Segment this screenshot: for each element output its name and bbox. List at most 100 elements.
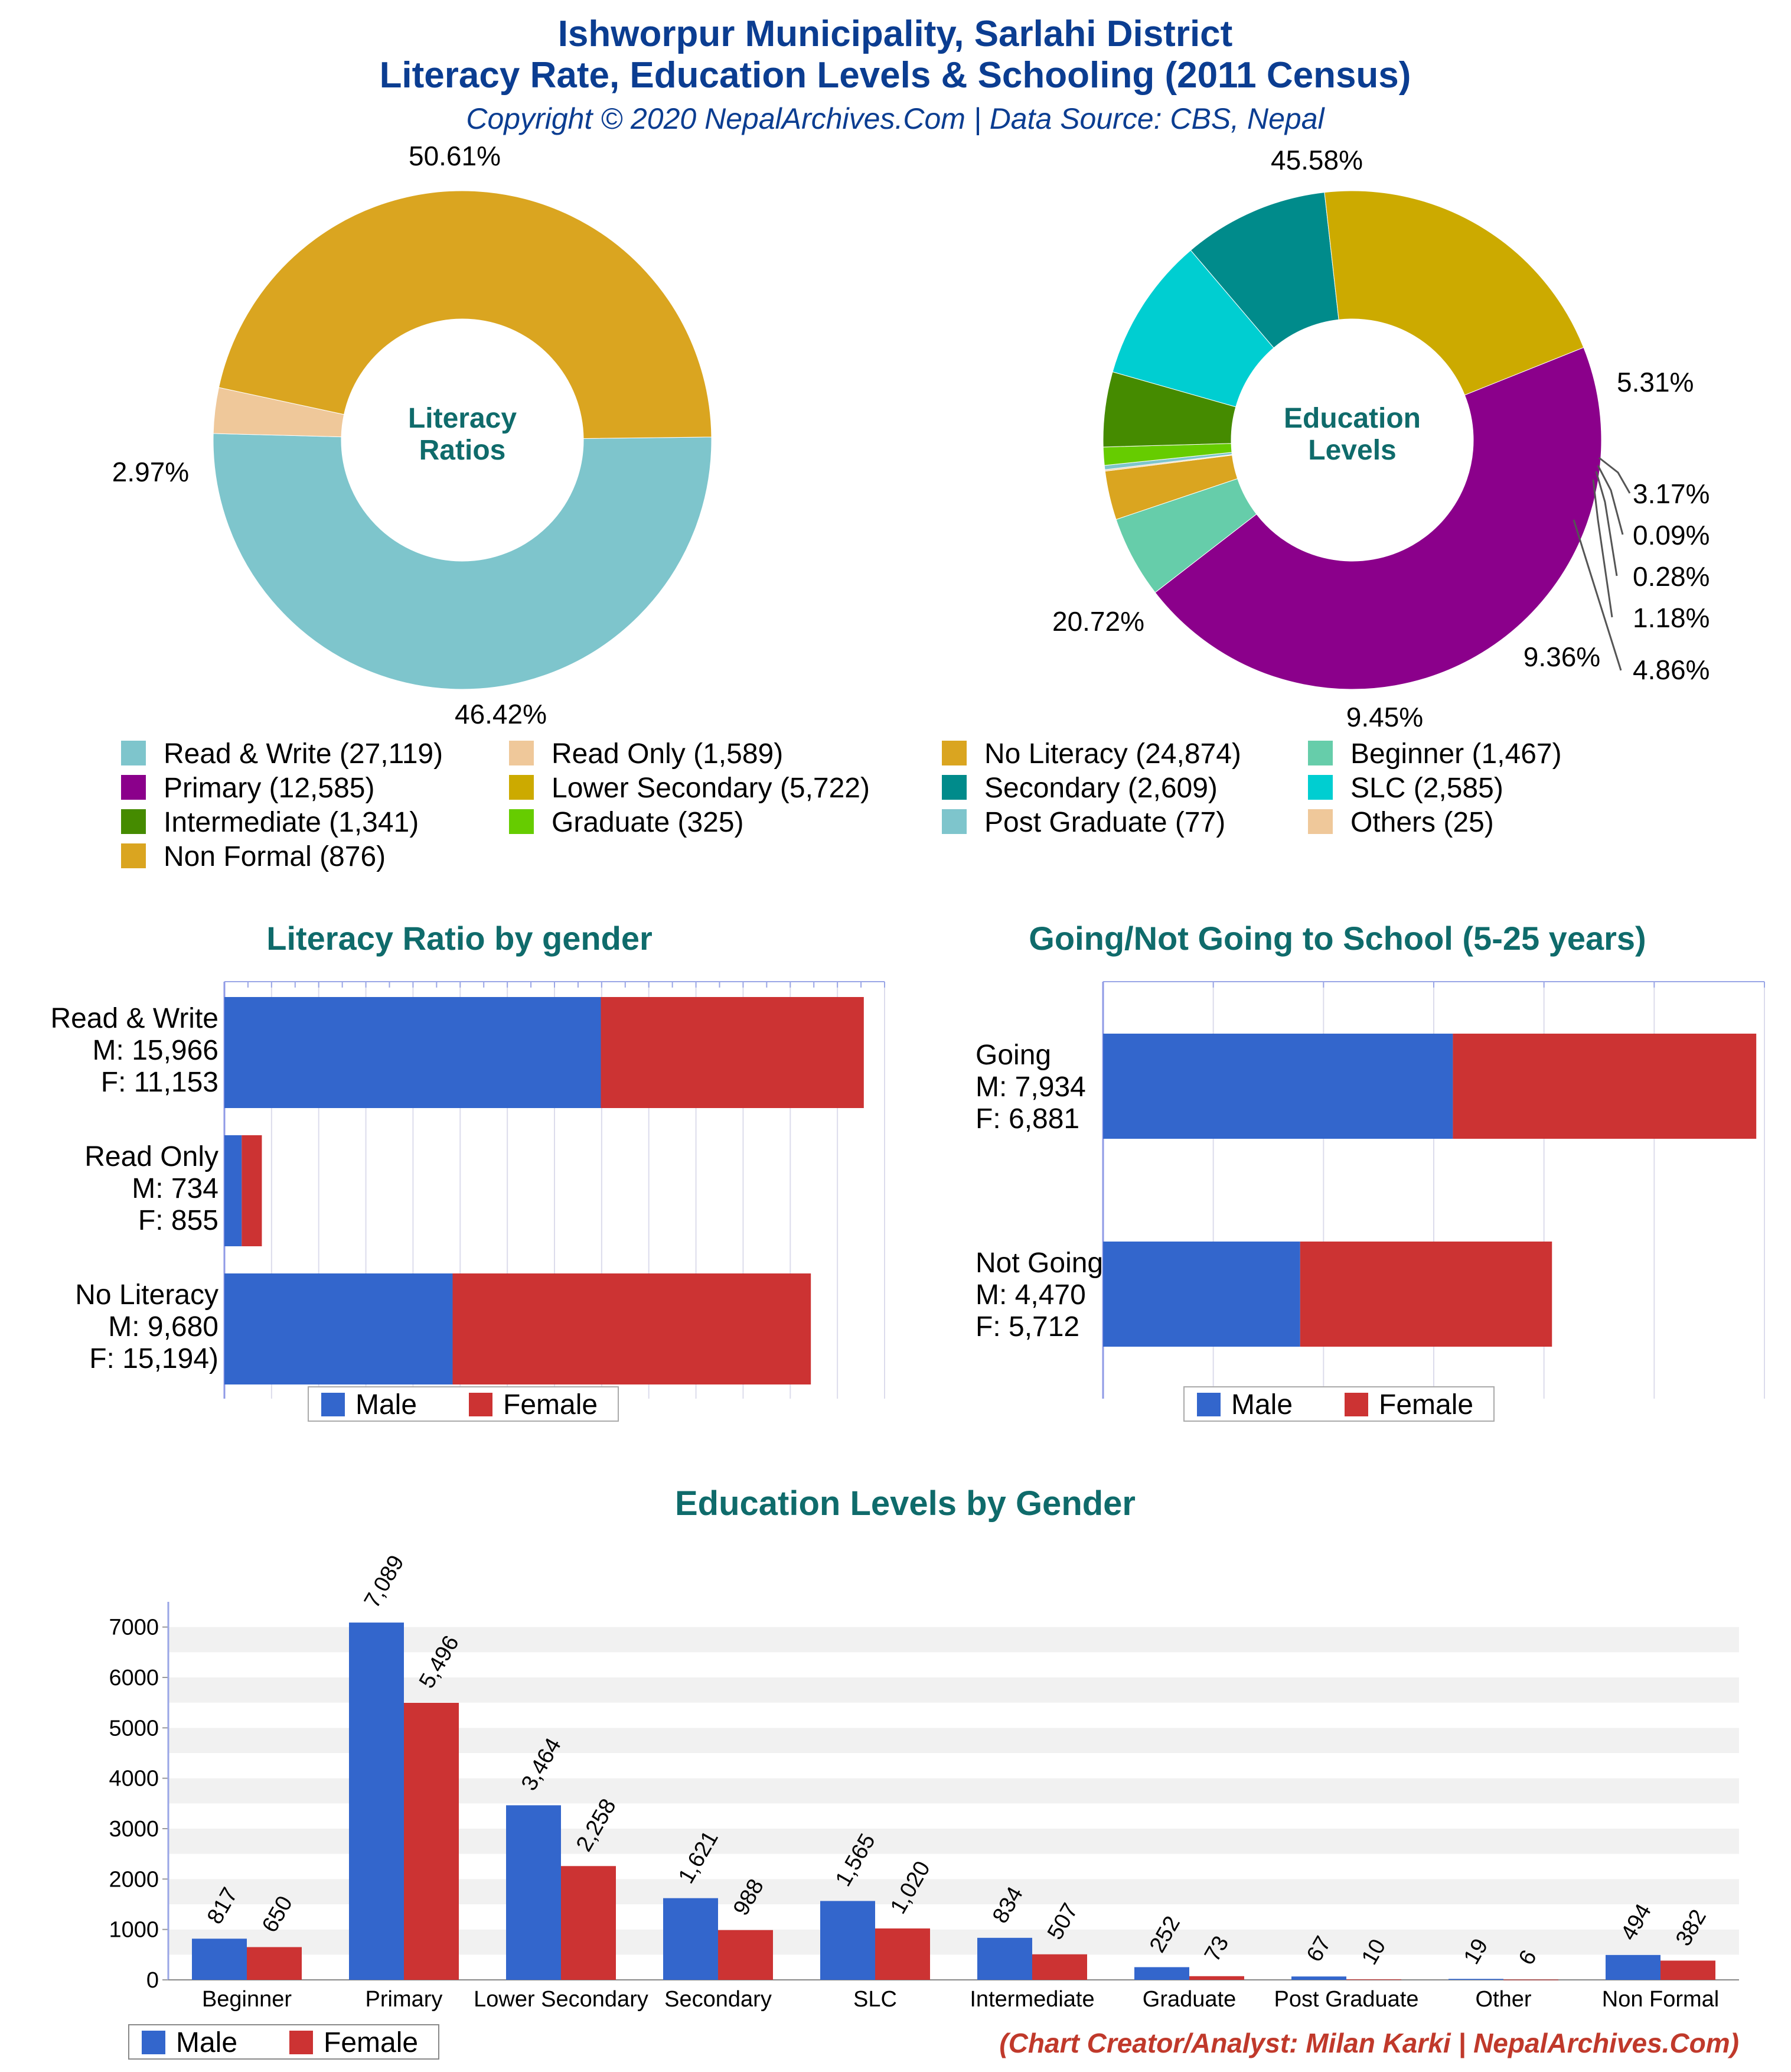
legend-swatch-male (142, 2031, 165, 2054)
pie-label-post-graduate: 0.28% (1633, 561, 1710, 592)
pie-label-read-write: 50.61% (409, 141, 501, 171)
category-label-read-write-2: F: 11,153 (101, 1067, 218, 1098)
category-label-read-only-2: F: 855 (138, 1205, 218, 1236)
y-tick-label-6000: 6000 (109, 1666, 159, 1690)
bar-female-read-write (601, 997, 864, 1108)
bar-female-intermediate (1032, 1954, 1087, 1980)
bar-male-going (1103, 1034, 1453, 1139)
legend-swatch-female (289, 2031, 313, 2054)
pie-label-read-only: 2.97% (112, 457, 189, 487)
bar-female-going (1453, 1034, 1757, 1139)
bar-male-read-only (224, 1135, 242, 1246)
legend-swatch-lower-secondary-5-722 (509, 775, 534, 800)
x-tick-label-beginner: Beginner (202, 1987, 292, 2012)
x-tick-label-intermediate: Intermediate (970, 1987, 1094, 2012)
literacy-center-label-1: Literacy (408, 403, 517, 434)
leader-line-non-formal (1598, 457, 1631, 494)
bar-female-slc (875, 1928, 930, 1980)
literacy-gender-title: Literacy Ratio by gender (266, 920, 653, 957)
pie-label-intermediate: 4.86% (1633, 654, 1710, 685)
x-tick-label-lower-secondary: Lower Secondary (474, 1987, 648, 2012)
legend-label-female: Female (324, 2027, 418, 2058)
plot-band (168, 1677, 1739, 1703)
pie-label-lower-secondary: 20.72% (1052, 606, 1144, 637)
bar-female-secondary (718, 1930, 773, 1980)
bar-male-read-write (224, 997, 601, 1108)
bar-male-no-literacy (224, 1273, 453, 1384)
y-tick-label-2000: 2000 (109, 1867, 159, 1892)
category-label-read-write-0: Read & Write (50, 1003, 218, 1034)
subtitle: Copyright © 2020 NepalArchives.Com | Dat… (466, 102, 1325, 136)
education-gender-title: Education Levels by Gender (675, 1484, 1136, 1523)
category-label-not-going-1: M: 4,470 (976, 1279, 1086, 1311)
plot-band (168, 1602, 1739, 1627)
legend-swatch-primary-12-585 (121, 775, 146, 800)
legend-label-no-literacy-24-874: No Literacy (24,874) (984, 738, 1241, 770)
bar-female-primary (404, 1703, 459, 1980)
slice-lower-secondary (1324, 190, 1584, 396)
literacy-center-label-2: Ratios (419, 435, 506, 466)
bar-female-no-literacy (452, 1273, 811, 1384)
bar-male-lower-secondary (506, 1805, 561, 1980)
bar-male-secondary (663, 1898, 718, 1980)
legend-swatch-others-25 (1308, 809, 1333, 834)
education-center-label-2: Levels (1308, 435, 1396, 466)
plot-band (168, 1627, 1739, 1653)
bar-male-beginner (192, 1939, 247, 1980)
pie-label-primary: 45.58% (1271, 145, 1363, 175)
bar-male-non-formal (1606, 1954, 1660, 1980)
legend-swatch-no-literacy-24-874 (942, 741, 967, 765)
x-tick-label-non-formal: Non Formal (1602, 1987, 1720, 2012)
legend-box (308, 1386, 619, 1422)
legend-label-slc-2-585: SLC (2,585) (1350, 773, 1503, 804)
legend-label-female: Female (1379, 1389, 1473, 1421)
slice-no-literacy (218, 190, 712, 439)
legend-label-post-graduate-77: Post Graduate (77) (984, 807, 1225, 838)
bar-male-intermediate (977, 1937, 1032, 1980)
pie-label-others: 0.09% (1633, 520, 1710, 550)
bar-male-primary (349, 1623, 404, 1980)
legend-swatch-read-only-1-589 (509, 741, 534, 765)
bar-female-read-only (242, 1135, 262, 1246)
y-tick-label-3000: 3000 (109, 1817, 159, 1842)
bar-female-post-graduate (1346, 1979, 1401, 1980)
legend-label-read-only-1-589: Read Only (1,589) (552, 738, 783, 770)
plot-band (168, 1652, 1739, 1677)
legend-swatch-male (1197, 1393, 1221, 1416)
legend-swatch-intermediate-1-341 (121, 809, 146, 834)
bar-male-other (1449, 1979, 1503, 1980)
literacy-ratios-donut (213, 190, 712, 690)
pie-label-graduate: 1.18% (1633, 602, 1710, 633)
x-tick-label-graduate: Graduate (1143, 1987, 1236, 2012)
pie-label-secondary: 9.45% (1346, 702, 1423, 732)
legend-swatch-read-write-27-119 (121, 741, 146, 765)
leader-line-others (1597, 465, 1624, 535)
bar-male-post-graduate (1291, 1976, 1346, 1980)
legend-label-beginner-1-467: Beginner (1,467) (1350, 738, 1562, 770)
category-label-read-only-0: Read Only (84, 1141, 218, 1172)
pie-label-beginner: 5.31% (1617, 367, 1694, 398)
legend-label-graduate-325: Graduate (325) (552, 807, 744, 838)
category-label-read-write-1: M: 15,966 (93, 1035, 218, 1066)
bar-male-slc (820, 1901, 875, 1980)
category-label-going-0: Going (976, 1040, 1051, 1071)
x-tick-label-primary: Primary (366, 1987, 443, 2012)
bar-female-lower-secondary (561, 1866, 616, 1980)
x-tick-label-other: Other (1475, 1987, 1531, 2012)
credit-text: (Chart Creator/Analyst: Milan Karki | Ne… (999, 2028, 1739, 2058)
legend-swatch-secondary-2-609 (942, 775, 967, 800)
bar-male-graduate (1134, 1967, 1189, 1980)
pie-label-non-formal: 3.17% (1633, 478, 1710, 509)
legend-swatch-beginner-1-467 (1308, 741, 1333, 765)
y-tick-label-1000: 1000 (109, 1918, 159, 1943)
legend-label-secondary-2-609: Secondary (2,609) (984, 773, 1218, 804)
x-tick-label-slc: SLC (853, 1987, 897, 2012)
legend-swatch-slc-2-585 (1308, 775, 1333, 800)
pie-legend: Read & Write (27,119) Read Only (1,589) No… (121, 738, 1562, 872)
y-tick-label-0: 0 (146, 1968, 159, 1993)
school-title: Going/Not Going to School (5-25 years) (1029, 920, 1646, 957)
bar-female-not-going (1300, 1242, 1552, 1347)
legend-label-non-formal-876: Non Formal (876) (164, 841, 386, 872)
